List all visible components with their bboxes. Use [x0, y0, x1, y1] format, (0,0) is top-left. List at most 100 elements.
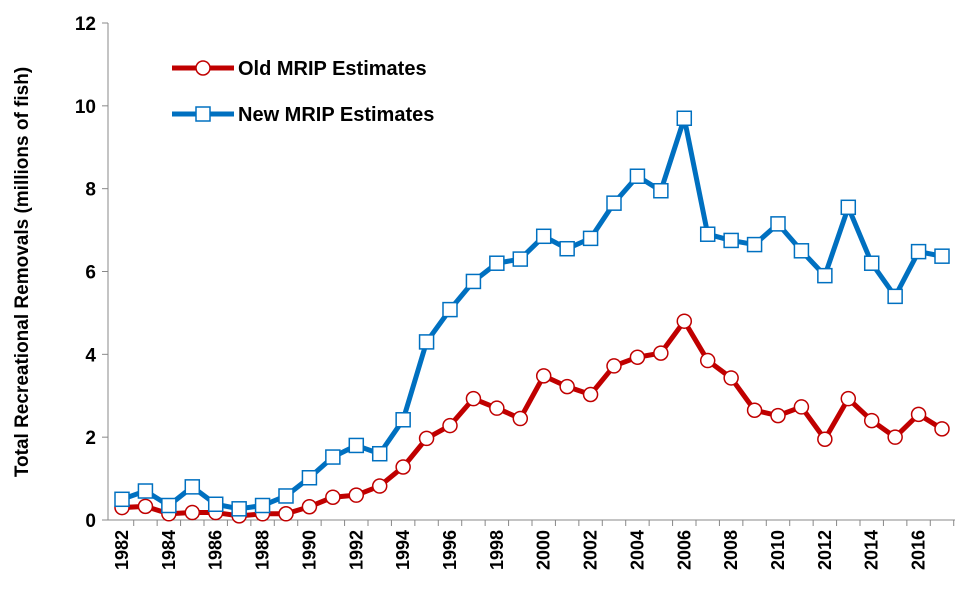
point — [653, 345, 669, 361]
point — [840, 199, 857, 216]
point — [723, 370, 739, 386]
point — [817, 267, 833, 284]
point — [535, 228, 552, 245]
point — [793, 399, 810, 415]
y-tick-label: 8 — [85, 180, 96, 201]
point — [348, 437, 365, 454]
point — [418, 334, 435, 350]
point — [348, 487, 365, 503]
point — [934, 248, 950, 264]
point — [184, 479, 201, 495]
y-tick-label: 0 — [85, 511, 96, 532]
y-axis-label: Total Recreational Removals (millions of… — [12, 67, 33, 477]
point — [606, 195, 622, 211]
point — [863, 255, 880, 271]
x-tick-label: 2000 — [534, 530, 554, 570]
series-line — [121, 318, 944, 519]
point — [184, 504, 201, 521]
point — [910, 243, 927, 260]
point — [676, 110, 693, 127]
point — [559, 378, 575, 395]
point — [137, 498, 154, 515]
x-tick-label: 2002 — [581, 530, 601, 570]
point — [465, 390, 482, 407]
point — [723, 232, 739, 249]
point — [371, 445, 388, 462]
point — [489, 400, 505, 416]
point — [489, 255, 505, 271]
x-tick-label: 1998 — [487, 530, 507, 570]
point — [770, 407, 786, 424]
point — [910, 406, 927, 423]
point — [301, 470, 318, 486]
x-tick-label: 1988 — [253, 530, 273, 570]
point — [418, 430, 435, 447]
point — [582, 230, 599, 247]
point — [559, 240, 575, 257]
point — [137, 483, 154, 499]
x-tick-label: 1982 — [112, 530, 132, 570]
y-tick-label: 10 — [75, 97, 96, 118]
point — [629, 168, 646, 184]
point — [699, 226, 716, 242]
x-tick-label: 2016 — [909, 530, 929, 570]
point — [746, 236, 763, 253]
point — [325, 489, 341, 505]
x-tick-label: 2014 — [862, 530, 882, 570]
x-tick-label: 2006 — [674, 530, 694, 570]
point — [301, 498, 318, 515]
x-tick-label: 2008 — [721, 530, 741, 570]
point — [746, 402, 763, 418]
point — [653, 182, 669, 199]
legend-label: Old MRIP Estimates — [238, 58, 427, 80]
x-tick-label: 2010 — [768, 530, 788, 570]
point — [699, 352, 716, 369]
point — [512, 410, 529, 427]
y-tick-label: 2 — [85, 428, 96, 449]
point — [606, 358, 622, 374]
point — [676, 313, 693, 329]
y-tick-label: 6 — [85, 263, 96, 284]
point — [817, 431, 833, 447]
point — [325, 449, 341, 465]
x-tick-label: 2004 — [627, 530, 647, 570]
point — [195, 60, 211, 76]
legend-label: New MRIP Estimates — [238, 104, 434, 126]
point — [231, 501, 247, 517]
x-tick-label: 1990 — [299, 530, 319, 570]
x-tick-label: 1992 — [346, 530, 366, 570]
point — [442, 417, 458, 434]
x-tick-label: 1984 — [159, 530, 179, 570]
y-tick-label: 4 — [85, 345, 96, 366]
x-tick-label: 2012 — [815, 530, 835, 570]
x-tick-label: 1986 — [206, 530, 226, 570]
point — [863, 412, 880, 429]
point — [934, 421, 950, 437]
point — [465, 273, 482, 290]
point — [512, 251, 529, 267]
point — [278, 488, 294, 504]
point — [535, 368, 552, 384]
series-line — [121, 115, 943, 512]
point — [395, 412, 411, 428]
x-tick-label: 1996 — [440, 530, 460, 570]
point — [395, 459, 411, 475]
point — [582, 386, 599, 403]
point — [161, 497, 177, 514]
point — [254, 497, 271, 514]
point — [114, 491, 130, 508]
point — [442, 301, 458, 318]
x-tick-label: 1994 — [393, 530, 413, 570]
y-tick-label: 12 — [75, 14, 96, 35]
point — [793, 243, 810, 259]
point — [887, 429, 903, 445]
point — [887, 288, 903, 305]
point — [629, 349, 646, 365]
point — [207, 496, 224, 513]
point — [371, 478, 388, 494]
point — [770, 216, 786, 232]
point — [278, 506, 294, 522]
point — [840, 390, 857, 407]
point — [195, 106, 211, 122]
